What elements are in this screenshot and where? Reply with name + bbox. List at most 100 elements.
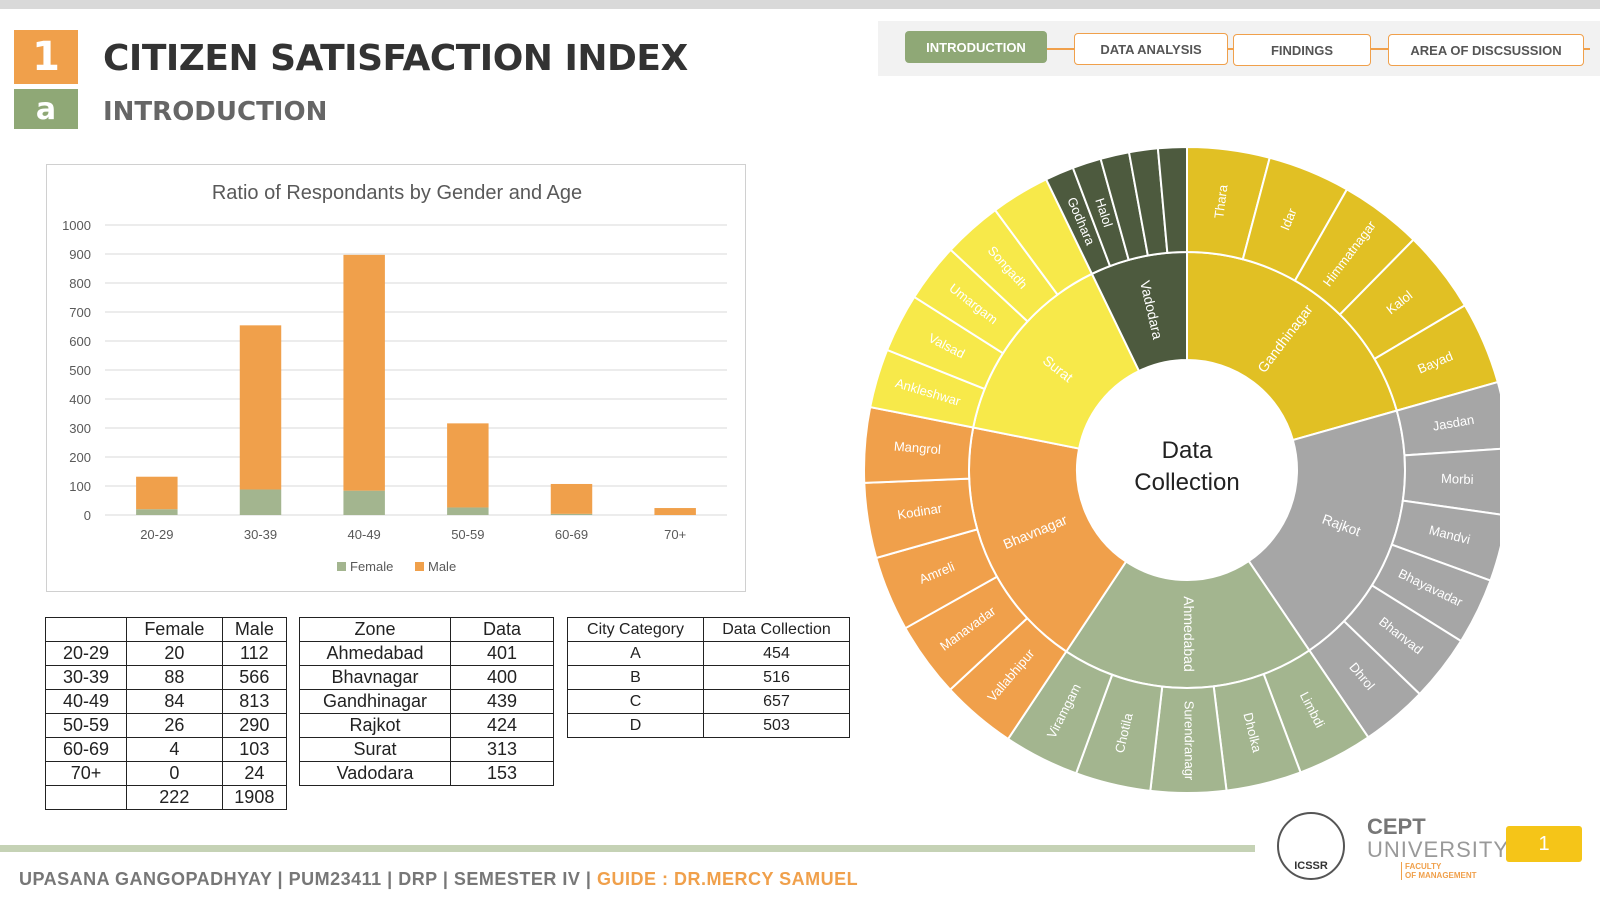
table-cell: 103: [221, 737, 288, 762]
table-cell: 439: [450, 689, 554, 714]
center-label: Data: [1162, 437, 1213, 464]
bar-female: [136, 509, 178, 515]
table-cell: C: [567, 689, 704, 714]
tab-introduction[interactable]: INTRODUCTION: [905, 31, 1047, 63]
table-cell: 70+: [45, 761, 127, 786]
table-cell: 516: [703, 665, 850, 690]
x-tick-label: 50-59: [451, 527, 484, 542]
y-tick-label: 900: [69, 247, 91, 262]
page-number-badge: 1: [1506, 826, 1582, 862]
table-header-row: Female Male: [45, 617, 288, 642]
y-tick-label: 100: [69, 479, 91, 494]
footer-guide: GUIDE : DR.MERCY SAMUEL: [596, 869, 859, 889]
x-tick-label: 20-29: [140, 527, 173, 542]
table-cell: 503: [703, 713, 850, 738]
table-header-row: City Category Data Collection: [567, 617, 850, 642]
table-cell: Rajkot: [299, 713, 451, 738]
table-cell: 566: [221, 665, 288, 690]
table-cell: 24: [221, 761, 288, 786]
zone-table: Zone Data Ahmedabad 401 Bhavnagar 400 Gand…: [299, 617, 554, 786]
footer-divider: [0, 845, 1255, 852]
sunburst-center: [1078, 361, 1296, 579]
table-row: C 657: [567, 689, 850, 714]
city-label: Kodinar: [896, 500, 943, 522]
table-row: 20-29 20 112: [45, 641, 288, 666]
table-total-row: 222 1908: [45, 785, 288, 810]
legend-swatch: [337, 562, 346, 571]
bar-male: [447, 423, 489, 508]
bar-male: [343, 254, 385, 491]
bar-male: [136, 476, 178, 510]
table-cell: City Category: [567, 617, 704, 642]
y-tick-label: 400: [69, 392, 91, 407]
table-row: B 516: [567, 665, 850, 690]
page-subtitle: INTRODUCTION: [103, 97, 328, 127]
chart-title: Ratio of Respondants by Gender and Age: [212, 182, 582, 204]
x-tick-label: 30-39: [244, 527, 277, 542]
table-cell: B: [567, 665, 704, 690]
tab-data-analysis[interactable]: DATA ANALYSIS: [1074, 33, 1228, 65]
table-row: D 503: [567, 713, 850, 738]
y-tick-label: 500: [69, 363, 91, 378]
table-row: Gandhinagar 439: [299, 689, 554, 714]
table-cell: 400: [450, 665, 554, 690]
table-row: 30-39 88 566: [45, 665, 288, 690]
table-cell: Vadodara: [299, 761, 451, 786]
bar-male: [239, 325, 282, 490]
table-cell: 222: [126, 785, 223, 810]
table-cell: 20: [126, 641, 223, 666]
table-cell: 313: [450, 737, 554, 762]
table-cell: 84: [126, 689, 223, 714]
y-tick-label: 200: [69, 450, 91, 465]
city-label: Surendranagr: [1182, 701, 1197, 781]
city-category-table: City Category Data Collection A 454 B 516 …: [567, 617, 850, 738]
city-label: Jasdan: [1431, 412, 1475, 434]
tab-findings[interactable]: FINDINGS: [1233, 34, 1371, 66]
table-cell: 40-49: [45, 689, 127, 714]
cept-logo-line1: CEPT: [1367, 814, 1426, 839]
table-cell: 112: [221, 641, 288, 666]
gender-age-table: Female Male 20-29 20 112 30-39 88 566 40-49 8…: [45, 617, 288, 810]
x-tick-label: 60-69: [555, 527, 588, 542]
cept-logo-line3b: OF MANAGEMENT: [1405, 871, 1477, 880]
center-label: Collection: [1134, 469, 1239, 496]
table-cell: 290: [221, 713, 288, 738]
bar-male: [654, 508, 696, 515]
table-row: Ahmedabad 401: [299, 641, 554, 666]
table-cell: 88: [126, 665, 223, 690]
tab-area-of-discussion[interactable]: AREA OF DISCSUSSION: [1388, 34, 1584, 66]
table-cell: 424: [450, 713, 554, 738]
table-cell: 4: [126, 737, 223, 762]
cept-logo-line3: FACULTY OF MANAGEMENT: [1401, 862, 1509, 880]
section-number-badge: 1: [14, 30, 78, 84]
top-bar: [0, 0, 1600, 9]
footer-author: UPASANA GANGOPADHYAY | PUM23411 | DRP | …: [19, 869, 592, 889]
x-tick-label: 70+: [664, 527, 686, 542]
footer-credits: UPASANA GANGOPADHYAY | PUM23411 | DRP | …: [19, 869, 858, 890]
table-cell: 1908: [221, 785, 288, 810]
table-cell: 454: [703, 641, 850, 666]
y-tick-label: 800: [69, 276, 91, 291]
table-cell: 0: [126, 761, 223, 786]
table-cell: 813: [221, 689, 288, 714]
icssr-logo: ICSSR: [1277, 812, 1345, 880]
bar-chart: Ratio of Respondants by Gender and Age 0 1…: [62, 182, 727, 574]
table-row: Vadodara 153: [299, 761, 554, 786]
table-header-row: Zone Data: [299, 617, 554, 642]
y-tick-label: 0: [84, 508, 91, 523]
table-cell: 50-59: [45, 713, 127, 738]
table-row: Surat 313: [299, 737, 554, 762]
y-tick-label: 600: [69, 334, 91, 349]
table-cell: 60-69: [45, 737, 127, 762]
icssr-logo-label: ICSSR: [1294, 860, 1328, 872]
table-row: A 454: [567, 641, 850, 666]
table-cell: Gandhinagar: [299, 689, 451, 714]
bar-female: [239, 489, 282, 515]
table-cell: 30-39: [45, 665, 127, 690]
cept-logo: CEPT UNIVERSITY FACULTY OF MANAGEMENT: [1367, 816, 1509, 880]
table-cell: Data Collection: [703, 617, 850, 642]
bar-female: [343, 490, 385, 515]
table-cell: Data: [450, 617, 554, 642]
city-label: Mangrol: [893, 439, 941, 458]
y-tick-label: 700: [69, 305, 91, 320]
